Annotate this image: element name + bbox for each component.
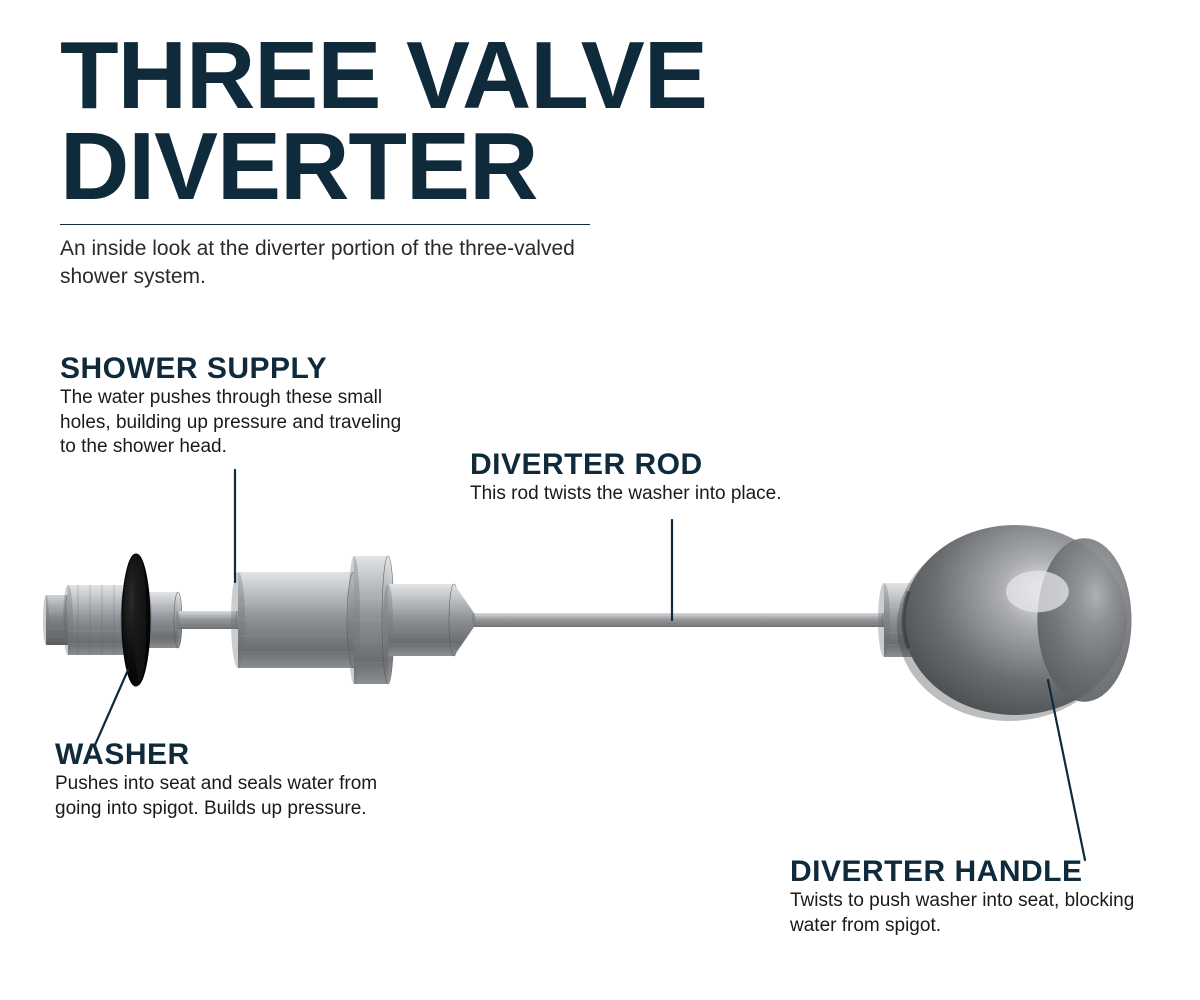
diverter-handle-body: Twists to push washer into seat, blockin…: [790, 889, 1150, 938]
title-rule: [60, 224, 590, 225]
callout-washer: WASHER Pushes into seat and seals water …: [55, 738, 405, 821]
washer-heading: WASHER: [55, 738, 405, 772]
callout-diverter-handle: DIVERTER HANDLE Twists to push washer in…: [790, 855, 1150, 938]
title-line2: DIVERTER: [60, 121, 707, 212]
shower-supply-heading: SHOWER SUPPLY: [60, 352, 412, 386]
page-title: THREE VALVE DIVERTER: [60, 30, 707, 212]
washer-body: Pushes into seat and seals water from go…: [55, 772, 405, 821]
callout-shower-supply: SHOWER SUPPLY The water pushes through t…: [60, 352, 412, 460]
shower-supply-body: The water pushes through these small hol…: [60, 386, 412, 460]
title-line1: THREE VALVE: [60, 30, 707, 121]
diverter-rod-body: This rod twists the washer into place.: [470, 482, 790, 507]
diverter-rod-heading: DIVERTER ROD: [470, 448, 790, 482]
diverter-handle-heading: DIVERTER HANDLE: [790, 855, 1150, 889]
page-subtitle: An inside look at the diverter portion o…: [60, 235, 580, 292]
callout-diverter-rod: DIVERTER ROD This rod twists the washer …: [470, 448, 790, 507]
